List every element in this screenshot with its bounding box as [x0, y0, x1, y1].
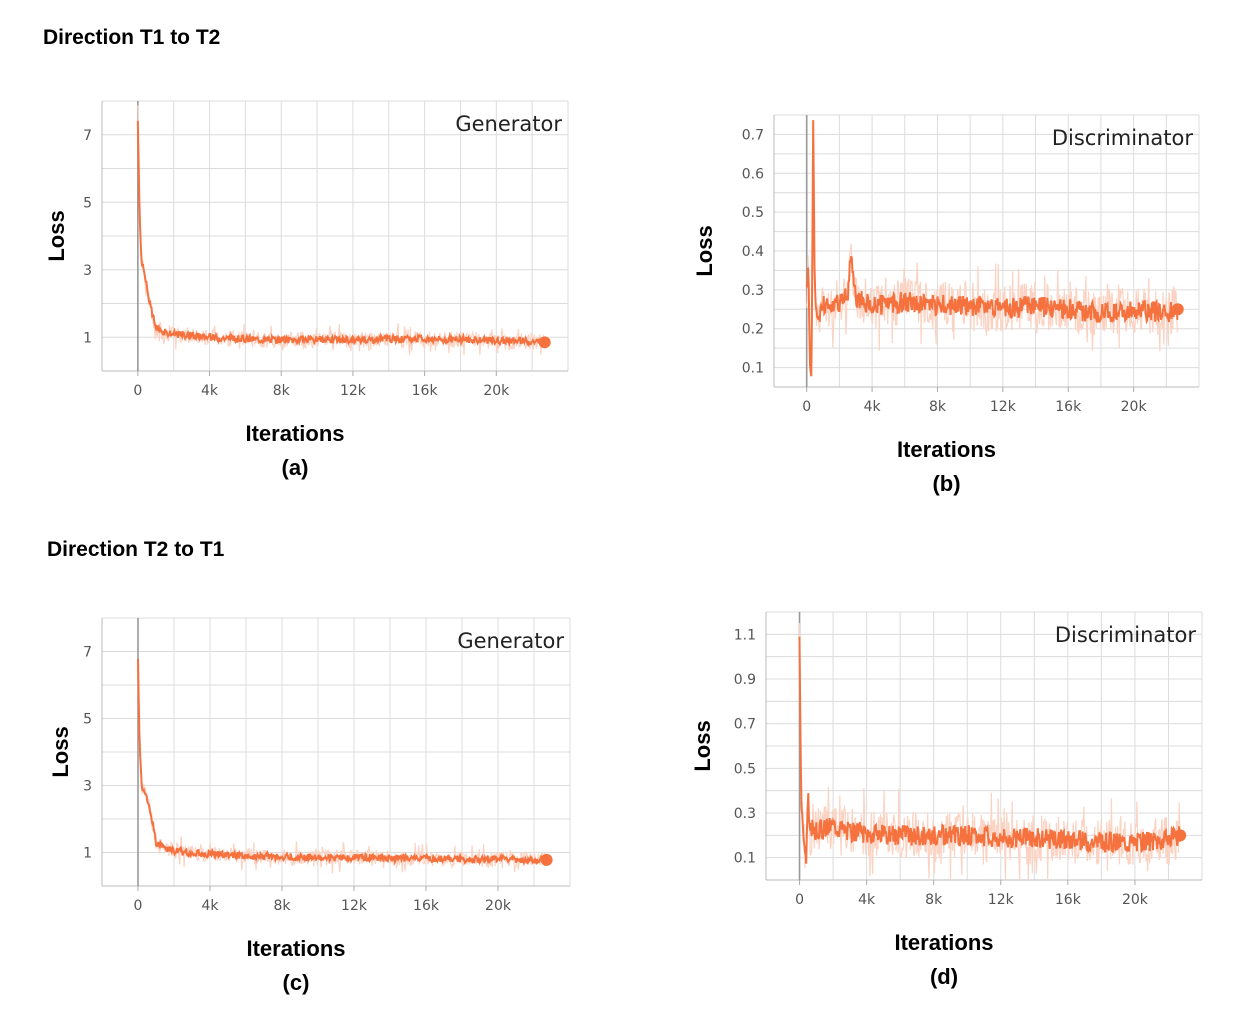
- y-axis-label: Loss: [48, 726, 73, 777]
- y-tick-label: 5: [83, 712, 92, 728]
- x-tick-label: 0: [134, 898, 143, 914]
- y-tick-label: 5: [83, 195, 92, 211]
- series-line: [805, 120, 1179, 377]
- x-tick-label: 12k: [341, 898, 368, 914]
- panel-title: Discriminator: [1052, 126, 1194, 150]
- x-tick-label: 12k: [340, 383, 367, 399]
- x-tick-label: 4k: [864, 399, 882, 415]
- panel-title: Discriminator: [1055, 623, 1197, 647]
- y-tick-label: 3: [83, 263, 92, 279]
- x-tick-label: 0: [802, 399, 811, 415]
- y-tick-label: 7: [83, 645, 92, 661]
- x-tick-label: 16k: [413, 898, 440, 914]
- x-tick-label: 20k: [485, 898, 512, 914]
- panel-title: Generator: [457, 629, 564, 653]
- y-tick-label: 0.1: [734, 851, 756, 867]
- series-end-marker: [540, 853, 553, 866]
- panel-title: Generator: [455, 112, 562, 136]
- series-raw-line: [137, 105, 545, 356]
- panel-label: (a): [282, 455, 309, 480]
- x-axis-label: Iterations: [897, 437, 996, 462]
- x-axis-label: Iterations: [894, 930, 993, 955]
- y-tick-label: 0.9: [734, 672, 756, 688]
- x-tick-label: 20k: [1121, 399, 1148, 415]
- y-tick-label: 0.3: [742, 283, 764, 299]
- section-title-t2-t1: Direction T2 to T1: [47, 538, 225, 561]
- y-axis-label: Loss: [692, 225, 717, 276]
- panel-label: (b): [932, 471, 960, 496]
- x-axis-label: Iterations: [245, 421, 344, 446]
- x-tick-label: 20k: [1122, 892, 1149, 908]
- chart-discriminator-t2-t1: 0 4k 8k 12k 16k 20k 0.1 0.3 0.5 0.7 0.9 1.1 Discrimi…: [690, 611, 1203, 989]
- y-tick-label: 1: [83, 846, 92, 862]
- x-tick-label: 12k: [990, 399, 1017, 415]
- series-end-marker: [538, 336, 551, 349]
- grid: [101, 100, 569, 372]
- y-tick-label: 0.6: [742, 166, 764, 182]
- chart-generator-t1-t2: 0 4k 8k 12k 16k 20k 1 3 5 7 Generator Loss Iteration…: [44, 100, 569, 480]
- x-tick-label: 8k: [925, 892, 943, 908]
- x-axis-label: Iterations: [246, 936, 345, 961]
- series-line: [136, 120, 546, 348]
- series-end-marker: [1174, 829, 1187, 842]
- series-end-marker: [1171, 303, 1184, 316]
- x-tick-label: 12k: [988, 892, 1015, 908]
- x-tick-label: 4k: [201, 383, 219, 399]
- x-tick-label: 16k: [1055, 892, 1082, 908]
- y-tick-label: 3: [83, 779, 92, 795]
- y-tick-label: 1.1: [734, 627, 756, 643]
- y-axis-label: Loss: [44, 210, 69, 261]
- x-tick-label: 8k: [929, 399, 947, 415]
- y-tick-label: 1: [83, 330, 92, 346]
- x-tick-label: 20k: [483, 383, 510, 399]
- y-tick-label: 0.1: [742, 361, 764, 377]
- x-tick-label: 8k: [273, 383, 291, 399]
- y-tick-label: 0.7: [742, 127, 764, 143]
- series-line: [137, 658, 548, 867]
- x-tick-label: 16k: [1055, 399, 1082, 415]
- y-tick-label: 0.3: [734, 806, 756, 822]
- series-raw-line: [137, 660, 547, 874]
- section-title-t1-t2: Direction T1 to T2: [43, 26, 221, 49]
- panel-label: (c): [283, 970, 310, 995]
- panel-label: (d): [930, 964, 958, 989]
- y-tick-label: 7: [83, 128, 92, 144]
- chart-generator-t2-t1: 0 4k 8k 12k 16k 20k 1 3 5 7 Generator Loss Iteration…: [48, 617, 571, 995]
- y-tick-label: 0.2: [742, 322, 764, 338]
- y-tick-label: 0.7: [734, 717, 756, 733]
- x-tick-label: 0: [133, 383, 142, 399]
- series-raw-line: [806, 132, 1178, 365]
- x-tick-label: 8k: [273, 898, 291, 914]
- y-tick-label: 0.5: [742, 205, 764, 221]
- y-tick-label: 0.5: [734, 761, 756, 777]
- y-axis-label: Loss: [690, 720, 715, 771]
- x-tick-label: 0: [795, 892, 804, 908]
- x-tick-label: 4k: [201, 898, 219, 914]
- chart-discriminator-t1-t2: 0 4k 8k 12k 16k 20k 0.1 0.2 0.3 0.4 0.5 0.6 0.7 Discr…: [692, 114, 1200, 496]
- x-tick-label: 4k: [858, 892, 876, 908]
- x-tick-label: 16k: [412, 383, 439, 399]
- series-line: [798, 636, 1181, 864]
- grid: [773, 114, 1200, 388]
- y-tick-label: 0.4: [742, 244, 764, 260]
